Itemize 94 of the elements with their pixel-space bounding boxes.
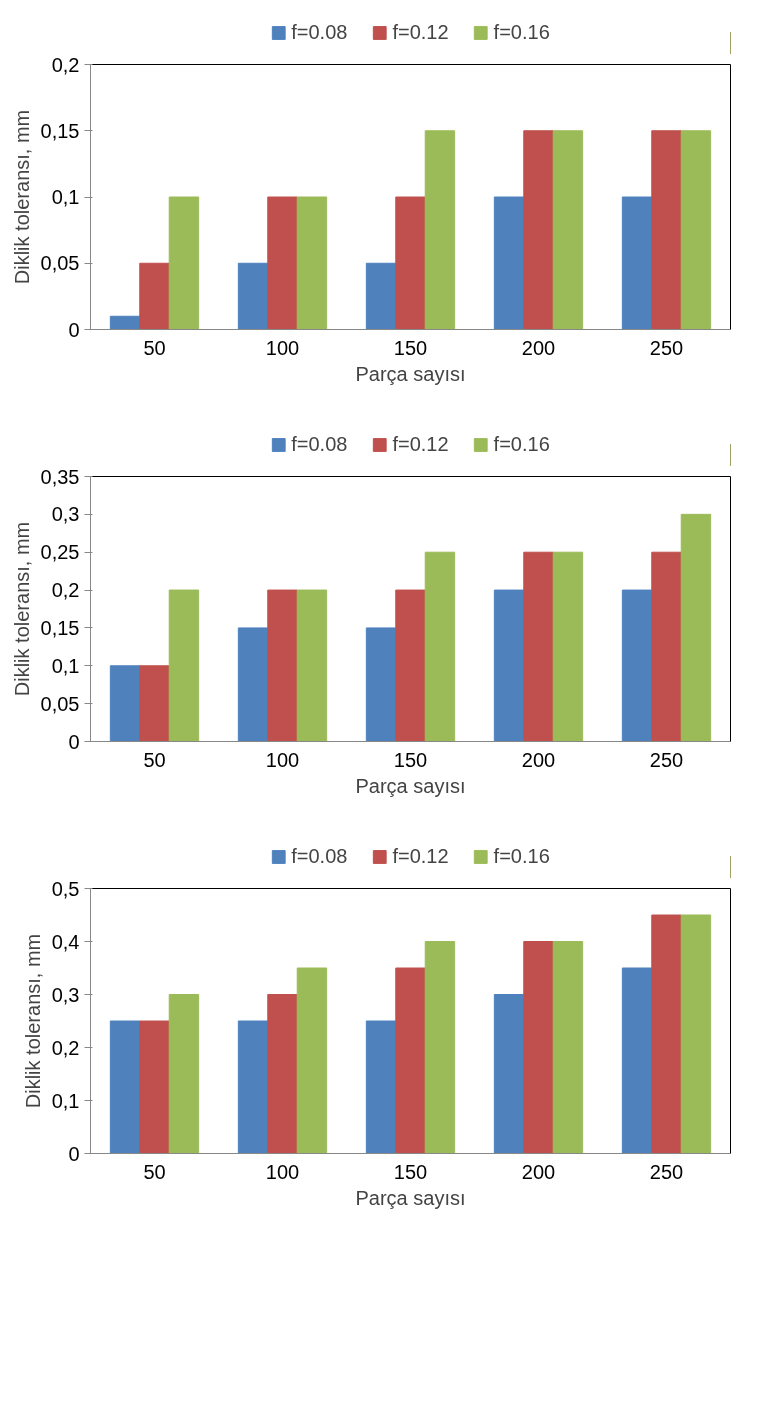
y-tick-label: 0 — [68, 730, 80, 753]
y-tick-label: 0,2 — [51, 1036, 80, 1059]
bar — [109, 315, 141, 330]
legend-label: f=0.12 — [392, 432, 449, 456]
bar — [296, 589, 328, 742]
x-axis-title: Parça sayısı — [355, 362, 466, 385]
y-tick-label: 0,4 — [51, 930, 80, 953]
bar — [424, 130, 456, 330]
x-tick-label: 250 — [649, 1160, 684, 1183]
x-tick-label: 150 — [393, 748, 428, 771]
legend-label: f=0.16 — [493, 432, 550, 456]
bar — [237, 627, 269, 742]
bar — [168, 589, 200, 742]
bar — [267, 994, 298, 1154]
y-tick-label: 0,05 — [40, 252, 80, 275]
x-tick-label: 150 — [393, 336, 428, 359]
bar — [109, 1020, 141, 1154]
x-tick-label: 250 — [649, 336, 684, 359]
legend-label: f=0.08 — [291, 844, 348, 868]
x-tick-label: 200 — [521, 1160, 556, 1183]
x-tick-label: 50 — [143, 748, 166, 771]
bar — [493, 196, 525, 330]
bar — [139, 1020, 170, 1154]
bar — [493, 994, 525, 1154]
bar — [651, 130, 682, 330]
bar — [267, 196, 298, 330]
bar — [395, 589, 426, 742]
bar — [424, 941, 456, 1154]
bar — [552, 130, 584, 330]
bar — [680, 130, 712, 330]
x-tick-label: 100 — [265, 748, 300, 771]
bar — [651, 914, 682, 1154]
x-tick-label: 200 — [521, 748, 556, 771]
bar — [621, 967, 653, 1154]
bar — [296, 196, 328, 330]
bar — [680, 914, 712, 1154]
x-tick-label: 50 — [143, 1160, 166, 1183]
legend-label: f=0.12 — [392, 20, 449, 44]
bar — [552, 941, 584, 1154]
bar — [365, 627, 397, 742]
x-tick-label: 100 — [265, 1160, 300, 1183]
bar — [680, 513, 712, 742]
bar — [621, 196, 653, 330]
bar — [523, 551, 554, 742]
x-axis-title: Parça sayısı — [355, 1186, 466, 1209]
bar — [651, 551, 682, 742]
bar — [523, 941, 554, 1154]
bar — [168, 196, 200, 330]
y-tick-label: 0 — [68, 1142, 80, 1165]
bar — [168, 994, 200, 1154]
y-axis-title: Diklik toleransı, mm — [10, 109, 33, 285]
x-tick-label: 50 — [143, 336, 166, 359]
bar — [365, 262, 397, 330]
bar — [237, 262, 269, 330]
legend-label: f=0.08 — [291, 20, 348, 44]
y-tick-label: 0,25 — [40, 541, 80, 564]
bar — [296, 967, 328, 1154]
y-tick-label: 0,1 — [51, 654, 80, 677]
x-axis-title: Parça sayısı — [355, 774, 466, 797]
bar — [237, 1020, 269, 1154]
y-tick-label: 0,5 — [51, 877, 80, 900]
y-tick-label: 0,1 — [51, 186, 80, 208]
bar — [139, 262, 170, 330]
bar — [493, 589, 525, 742]
legend-label: f=0.08 — [291, 432, 348, 456]
bar — [395, 196, 426, 330]
x-tick-label: 200 — [521, 336, 556, 359]
y-tick-label: 0,2 — [51, 53, 80, 76]
bar — [552, 551, 584, 742]
bar — [109, 665, 141, 742]
bar — [267, 589, 298, 742]
bar — [395, 967, 426, 1154]
legend-label: f=0.16 — [493, 844, 550, 868]
y-tick-label: 0,35 — [40, 465, 80, 488]
legend-label: f=0.12 — [392, 844, 449, 868]
legend-label: f=0.16 — [493, 20, 550, 44]
bar — [523, 130, 554, 330]
y-tick-label: 0,3 — [51, 503, 80, 526]
bar — [621, 589, 653, 742]
x-tick-label: 100 — [265, 336, 300, 359]
bar — [139, 665, 170, 742]
y-axis-title: Diklik toleransı, mm — [21, 933, 44, 1109]
y-tick-label: 0,15 — [40, 119, 80, 142]
y-tick-label: 0,2 — [51, 579, 80, 602]
y-tick-label: 0,15 — [40, 616, 80, 639]
bar — [424, 551, 456, 742]
y-tick-label: 0 — [68, 318, 80, 341]
y-axis-title: Diklik toleransı, mm — [10, 521, 33, 697]
y-tick-label: 0,3 — [51, 983, 80, 1006]
y-tick-label: 0,1 — [51, 1089, 80, 1112]
x-tick-label: 250 — [649, 748, 684, 771]
y-tick-label: 0,05 — [40, 692, 80, 715]
bar — [365, 1020, 397, 1154]
x-tick-label: 150 — [393, 1160, 428, 1183]
